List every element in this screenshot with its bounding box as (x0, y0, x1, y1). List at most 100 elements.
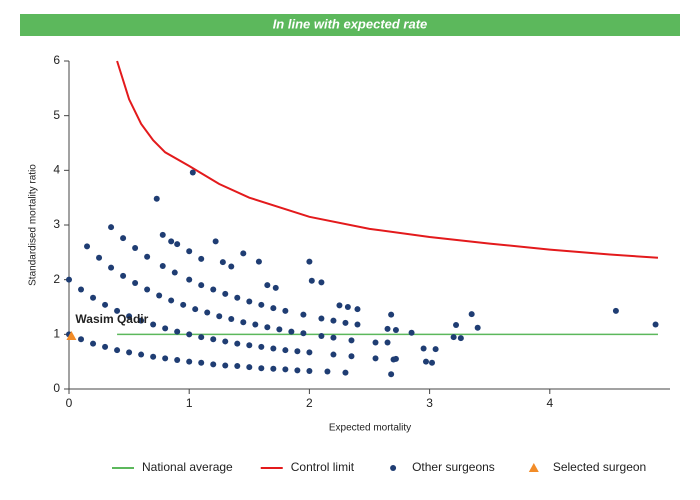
x-tick-label: 1 (186, 396, 193, 410)
surgeon-point (246, 342, 253, 349)
surgeon-point (78, 286, 85, 293)
surgeon-point (210, 361, 217, 368)
surgeon-point (306, 367, 313, 374)
surgeon-point (270, 305, 277, 312)
surgeon-point (392, 355, 399, 362)
surgeon-point (468, 311, 475, 318)
x-axis-title: Expected mortality (329, 423, 411, 434)
x-tick-label: 2 (306, 396, 313, 410)
series-line (116, 60, 659, 259)
surgeon-point (330, 334, 337, 341)
surgeon-point (180, 301, 187, 308)
surgeon-point (153, 195, 160, 202)
y-tick-label: 1 (53, 327, 60, 341)
legend-marker (528, 463, 539, 472)
surgeon-point (384, 339, 391, 346)
surgeon-point (306, 349, 313, 356)
surgeon-point (342, 369, 349, 376)
surgeon-point (342, 319, 349, 326)
surgeon-point (222, 290, 229, 297)
surgeon-point (429, 359, 436, 366)
surgeon-point (174, 328, 181, 335)
surgeon-point (216, 313, 223, 320)
surgeon-point (240, 250, 247, 257)
surgeon-point (162, 325, 169, 332)
surgeon-point (258, 301, 265, 308)
surgeon-point (138, 317, 145, 324)
surgeon-point (270, 365, 277, 372)
surgeon-point (272, 284, 279, 291)
surgeon-point (408, 329, 415, 336)
surgeon-point (264, 324, 271, 331)
surgeon-point (392, 326, 399, 333)
surgeon-point (288, 328, 295, 335)
surgeon-point (308, 277, 315, 284)
surgeon-point (354, 321, 361, 328)
y-tick-label: 3 (53, 217, 60, 231)
surgeon-point (348, 353, 355, 360)
surgeon-point (240, 319, 247, 326)
x-tick-label: 4 (546, 396, 553, 410)
surgeon-point (126, 349, 133, 356)
surgeon-point (330, 351, 337, 358)
surgeon-point (318, 332, 325, 339)
surgeon-point (108, 264, 115, 271)
surgeon-point (159, 231, 166, 238)
surgeon-point (120, 235, 127, 242)
surgeon-point (186, 331, 193, 338)
surgeon-point (198, 282, 205, 289)
surgeon-point (222, 362, 229, 369)
surgeon-point (300, 330, 307, 337)
surgeon-point (336, 302, 343, 309)
surgeon-point (210, 286, 217, 293)
surgeon-point (294, 348, 301, 355)
surgeon-point (282, 307, 289, 314)
y-tick-label: 0 (53, 381, 60, 395)
surgeon-point (78, 336, 85, 343)
surgeon-point (132, 244, 139, 251)
surgeon-point (234, 340, 241, 347)
surgeon-point (344, 304, 351, 310)
surgeon-point (84, 243, 91, 250)
surgeon-point (306, 258, 313, 265)
surgeon-point (255, 258, 262, 265)
surgeon-point (234, 363, 241, 370)
chart-title: In line with expected rate (273, 16, 428, 31)
surgeon-point (204, 309, 211, 316)
surgeon-point (422, 358, 429, 365)
surgeon-point (120, 272, 127, 279)
surgeon-point (102, 301, 109, 308)
surgeon-point (318, 315, 325, 322)
surgeon-point (132, 279, 139, 286)
surgeon-point (138, 351, 145, 358)
x-tick-label: 3 (426, 396, 433, 410)
surgeon-point (114, 307, 121, 314)
surgeon-point (162, 355, 169, 362)
surgeon-point (174, 357, 181, 364)
surgeon-point (198, 359, 205, 366)
surgeon-point (222, 338, 229, 345)
surgeon-point (150, 321, 157, 328)
surgeon-point (108, 224, 115, 231)
y-axis-title: Standardised mortality ratio (28, 164, 39, 286)
surgeon-point (432, 346, 439, 353)
surgeon-point (90, 340, 97, 347)
surgeon-point (246, 364, 253, 371)
legend-label: Control limit (291, 460, 355, 474)
surgeon-point (264, 282, 271, 289)
surgeon-point (126, 313, 133, 320)
surgeon-point (258, 365, 265, 372)
surgeon-point (457, 335, 464, 342)
surgeon-point (159, 263, 166, 269)
x-tick-label: 0 (66, 396, 73, 410)
surgeon-point (66, 276, 72, 283)
surgeon-point (189, 169, 196, 176)
surgeon-point (318, 279, 325, 286)
surgeon-point (171, 269, 178, 276)
surgeon-point (354, 306, 361, 313)
surgeon-point (228, 263, 235, 270)
surgeon-point (372, 355, 379, 362)
surgeon-point (282, 366, 289, 373)
surgeon-point (246, 298, 253, 305)
